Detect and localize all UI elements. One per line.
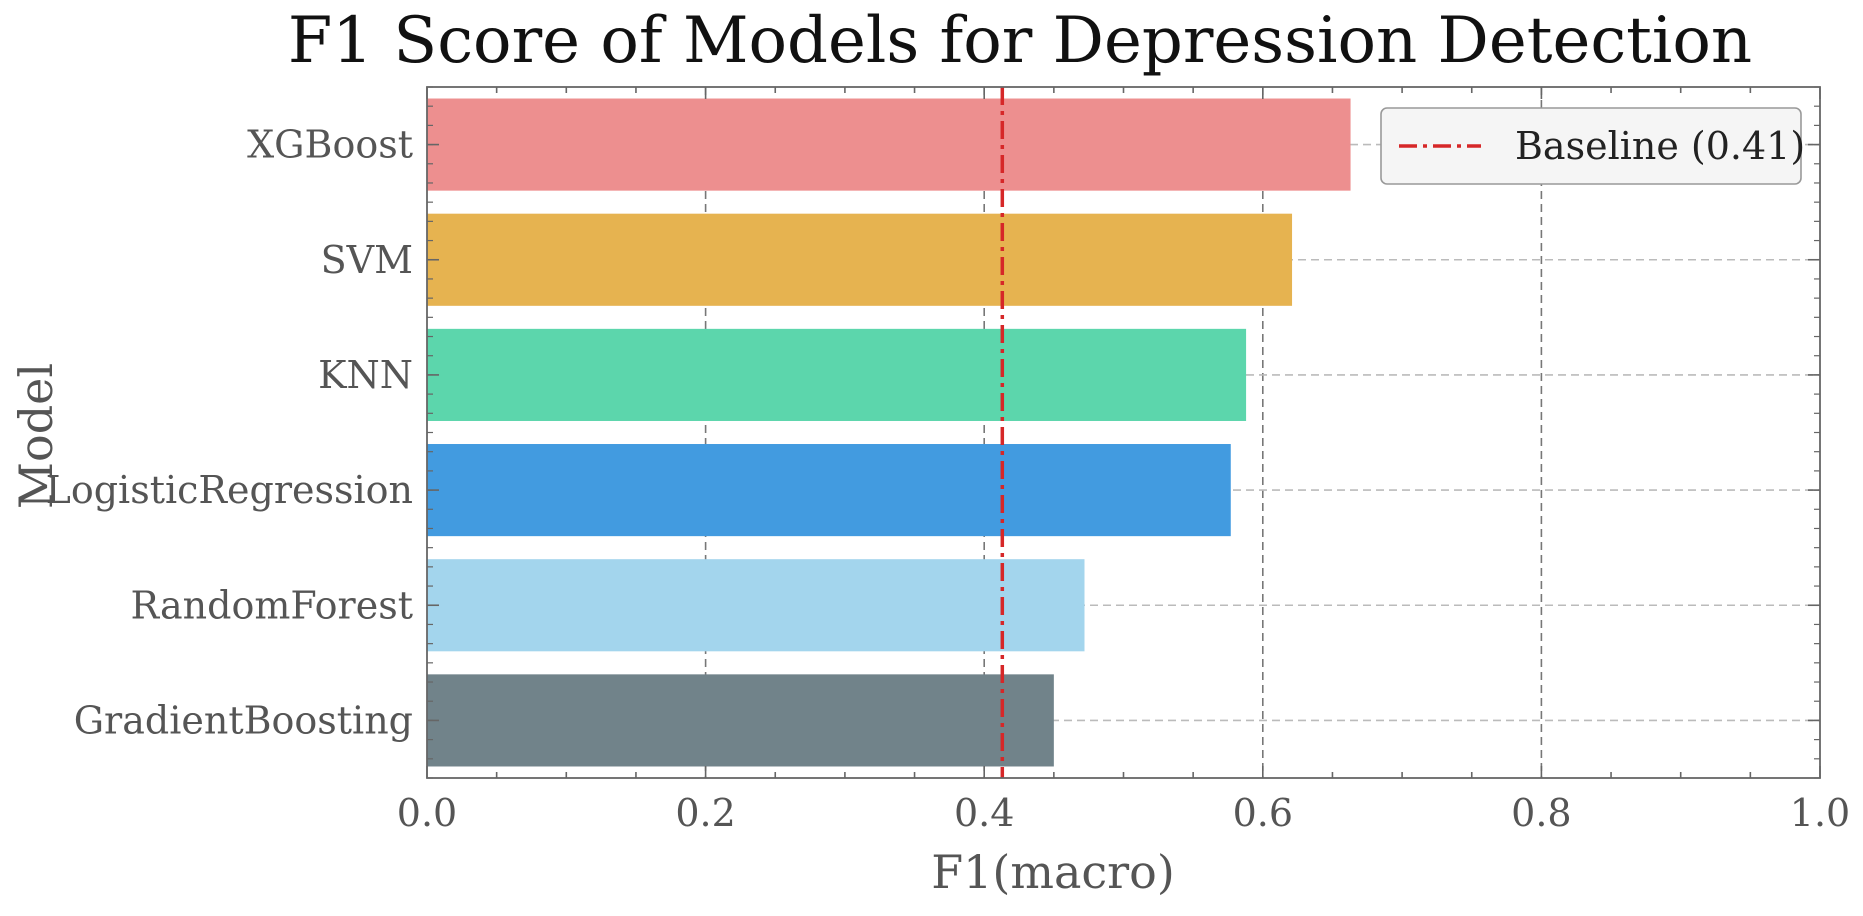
y-tick-label: XGBoost [247, 123, 413, 167]
bar-knn [427, 328, 1247, 421]
x-tick-label: 0.0 [397, 791, 457, 835]
y-tick-label: KNN [318, 353, 413, 397]
chart-title: F1 Score of Models for Depression Detect… [288, 4, 1752, 78]
x-tick-label: 0.2 [675, 791, 735, 835]
x-tick-label: 1.0 [1790, 791, 1850, 835]
y-tick-label: SVM [321, 238, 413, 282]
x-tick-label: 0.8 [1511, 791, 1571, 835]
bar-svm [427, 213, 1293, 306]
legend-label: Baseline (0.41) [1515, 124, 1805, 168]
plot-area: 0.0 0.2 0.4 0.6 0.8 1.0 XGBoost SVM KNN LogisticR… [46, 86, 1850, 835]
x-axis-label: F1(macro) [931, 845, 1175, 899]
y-axis-label: Model [9, 363, 63, 509]
bar-logisticregression [427, 444, 1231, 537]
bar-xgboost [427, 98, 1351, 191]
y-tick-label: GradientBoosting [74, 698, 413, 742]
y-tick-label: LogisticRegression [46, 468, 413, 512]
bar-randomforest [427, 559, 1085, 652]
legend-box [1380, 107, 1802, 185]
y-tick-label: RandomForest [131, 583, 413, 627]
x-tick-label: 0.4 [954, 791, 1014, 835]
x-tick-label: 0.6 [1233, 791, 1293, 835]
bar-gradientboosting [427, 674, 1054, 767]
